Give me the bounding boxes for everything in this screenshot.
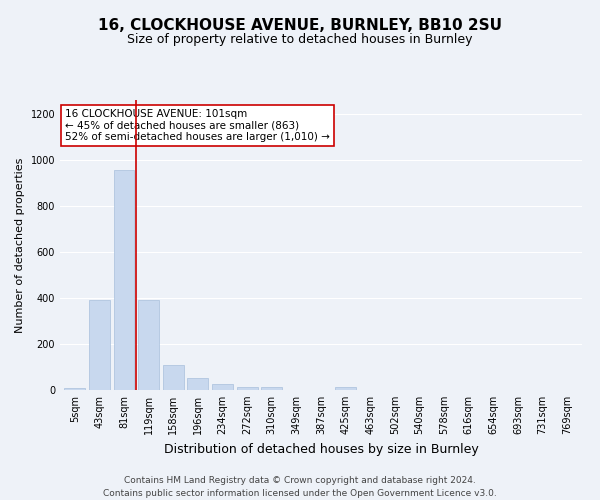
Bar [212,384,233,390]
Text: Size of property relative to detached houses in Burnley: Size of property relative to detached ho… [127,32,473,46]
Text: 16 CLOCKHOUSE AVENUE: 101sqm
← 45% of detached houses are smaller (863)
52% of s: 16 CLOCKHOUSE AVENUE: 101sqm ← 45% of de… [65,108,330,142]
Bar [113,170,134,390]
Bar [261,387,282,390]
Bar [64,388,85,390]
Y-axis label: Number of detached properties: Number of detached properties [15,158,25,332]
Text: 16, CLOCKHOUSE AVENUE, BURNLEY, BB10 2SU: 16, CLOCKHOUSE AVENUE, BURNLEY, BB10 2SU [98,18,502,32]
Bar [138,300,159,390]
Bar [89,300,110,390]
Bar [187,378,208,390]
X-axis label: Distribution of detached houses by size in Burnley: Distribution of detached houses by size … [164,442,478,456]
Text: Contains HM Land Registry data © Crown copyright and database right 2024.
Contai: Contains HM Land Registry data © Crown c… [103,476,497,498]
Bar [236,387,257,390]
Bar [335,387,356,390]
Bar [163,366,184,390]
